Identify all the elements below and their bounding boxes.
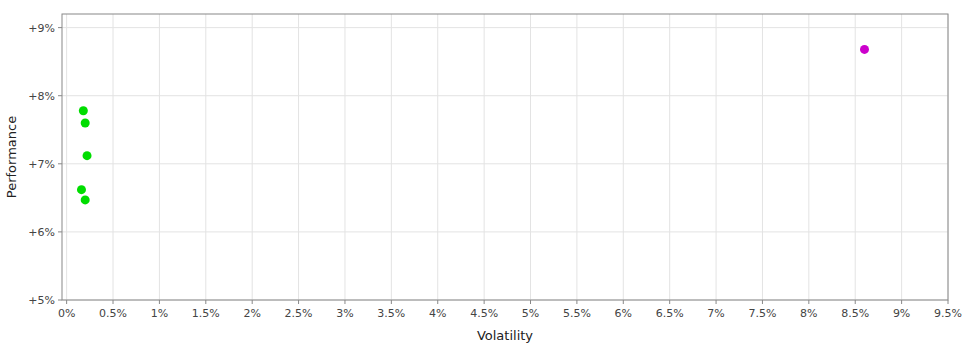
- tick-mark: [855, 300, 856, 304]
- point: [81, 118, 90, 127]
- tick-label: 6.5%: [656, 307, 684, 320]
- tick-label: 7.5%: [748, 307, 776, 320]
- grid-line: [530, 14, 531, 300]
- point: [77, 185, 86, 194]
- tick-label: 3%: [336, 307, 353, 320]
- tick-mark: [530, 300, 531, 304]
- tick-label: 3.5%: [377, 307, 405, 320]
- plot-area: [62, 14, 948, 300]
- grid-line: [113, 14, 114, 300]
- tick-label: 2%: [243, 307, 260, 320]
- grid-line: [669, 14, 670, 300]
- axes: 0% 0.5% 1% 1.5% 2% 2.5% 3% 3.5% 4% 4.5% 5% 5.5% 6% 6.…: [28, 22, 962, 320]
- tick-mark: [762, 300, 763, 304]
- point: [83, 151, 92, 160]
- tick-mark: [66, 300, 67, 304]
- tick-label: 5%: [522, 307, 539, 320]
- grid-line: [252, 14, 253, 300]
- x-axis-label: Volatility: [477, 328, 533, 343]
- tick-label: 6%: [615, 307, 632, 320]
- plot-frame: [62, 14, 948, 300]
- tick-mark: [205, 300, 206, 304]
- grid-line: [437, 14, 438, 300]
- tick-label: 8%: [800, 307, 817, 320]
- tick-mark: [58, 95, 62, 96]
- tick-label: 4%: [429, 307, 446, 320]
- tick-label: 7%: [707, 307, 724, 320]
- chart: 0% 0.5% 1% 1.5% 2% 2.5% 3% 3.5% 4% 4.5% 5% 5.5% 6% 6.…: [0, 0, 966, 350]
- tick-mark: [58, 300, 62, 301]
- point: [860, 45, 869, 54]
- tick-label: 0%: [58, 307, 75, 320]
- series: [77, 106, 92, 204]
- grid-line: [576, 14, 577, 300]
- tick-label: 0.5%: [99, 307, 127, 320]
- grid: [62, 14, 948, 300]
- tick-mark: [391, 300, 392, 304]
- tick-label: 4.5%: [470, 307, 498, 320]
- tick-mark: [58, 163, 62, 164]
- tick-label: +8%: [28, 90, 55, 103]
- tick-label: 5.5%: [563, 307, 591, 320]
- tick-mark: [901, 300, 902, 304]
- grid-line: [62, 163, 948, 164]
- grid-line: [205, 14, 206, 300]
- tick-label: +9%: [28, 22, 55, 35]
- series: [860, 45, 869, 54]
- grid-line: [484, 14, 485, 300]
- tick-label: 9.5%: [934, 307, 962, 320]
- tick-mark: [58, 231, 62, 232]
- tick-mark: [252, 300, 253, 304]
- tick-mark: [298, 300, 299, 304]
- grid-line: [66, 14, 67, 300]
- tick-mark: [159, 300, 160, 304]
- points: [77, 45, 869, 204]
- grid-line: [62, 27, 948, 28]
- grid-line: [344, 14, 345, 300]
- grid-line: [62, 231, 948, 232]
- grid-line: [391, 14, 392, 300]
- tick-mark: [669, 300, 670, 304]
- tick-mark: [808, 300, 809, 304]
- point: [79, 106, 88, 115]
- grid-line: [762, 14, 763, 300]
- grid-line: [159, 14, 160, 300]
- grid-line: [855, 14, 856, 300]
- tick-mark: [437, 300, 438, 304]
- tick-mark: [58, 27, 62, 28]
- tick-mark: [716, 300, 717, 304]
- grid-line: [901, 14, 902, 300]
- tick-mark: [623, 300, 624, 304]
- tick-mark: [576, 300, 577, 304]
- grid-line: [298, 14, 299, 300]
- point: [81, 195, 90, 204]
- grid-line: [716, 14, 717, 300]
- tick-label: +6%: [28, 226, 55, 239]
- tick-label: 1.5%: [192, 307, 220, 320]
- grid-line: [62, 95, 948, 96]
- grid-line: [808, 14, 809, 300]
- tick-label: 9%: [893, 307, 910, 320]
- tick-mark: [948, 300, 949, 304]
- tick-mark: [344, 300, 345, 304]
- tick-label: +5%: [28, 294, 55, 307]
- tick-label: 8.5%: [841, 307, 869, 320]
- tick-label: 2.5%: [285, 307, 313, 320]
- tick-mark: [113, 300, 114, 304]
- tick-mark: [484, 300, 485, 304]
- tick-label: 1%: [151, 307, 168, 320]
- tick-label: +7%: [28, 158, 55, 171]
- grid-line: [623, 14, 624, 300]
- y-axis-label: Performance: [4, 116, 19, 198]
